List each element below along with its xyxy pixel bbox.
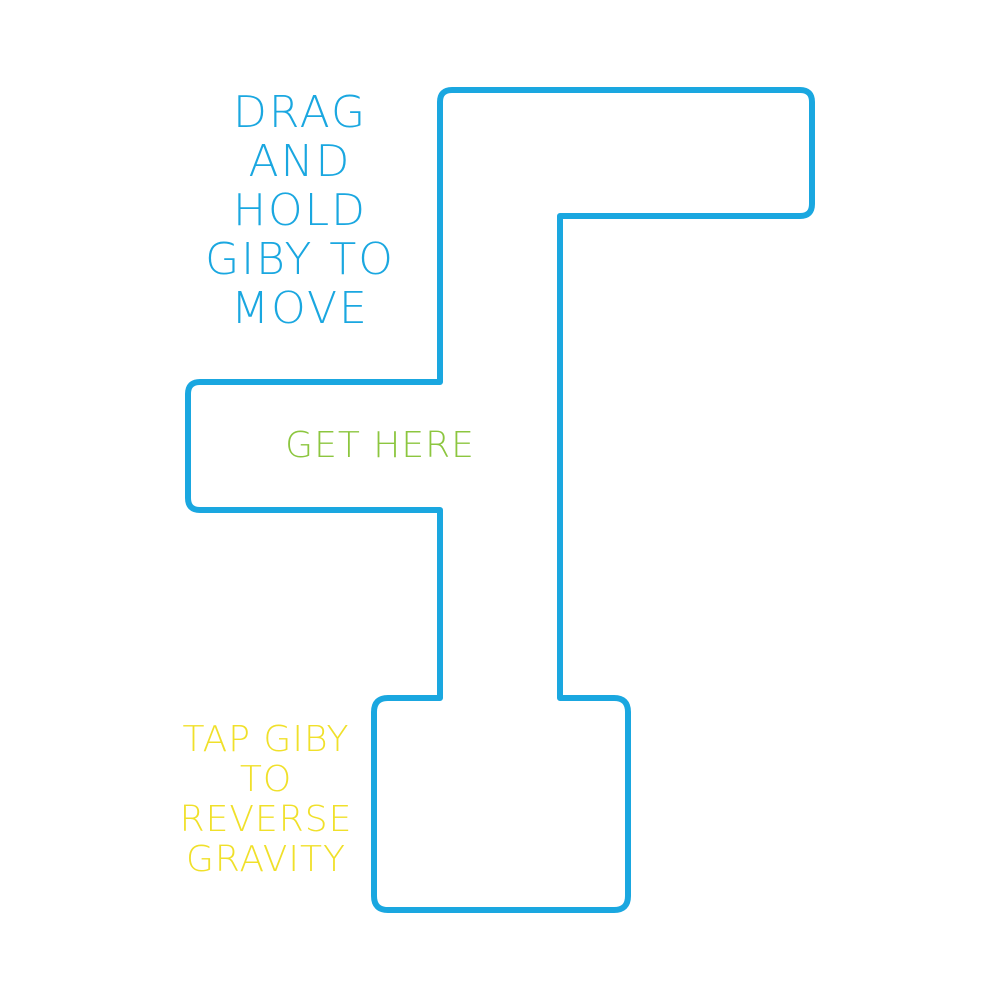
- goal-label: GET HERE: [285, 425, 475, 466]
- tap-hint-text: TAP GIBY TO REVERSE GRAVITY: [179, 719, 353, 880]
- drag-hint-text: DRAG AND HOLD GIBY TO MOVE: [205, 87, 395, 334]
- corridor-outline: [185, 87, 815, 913]
